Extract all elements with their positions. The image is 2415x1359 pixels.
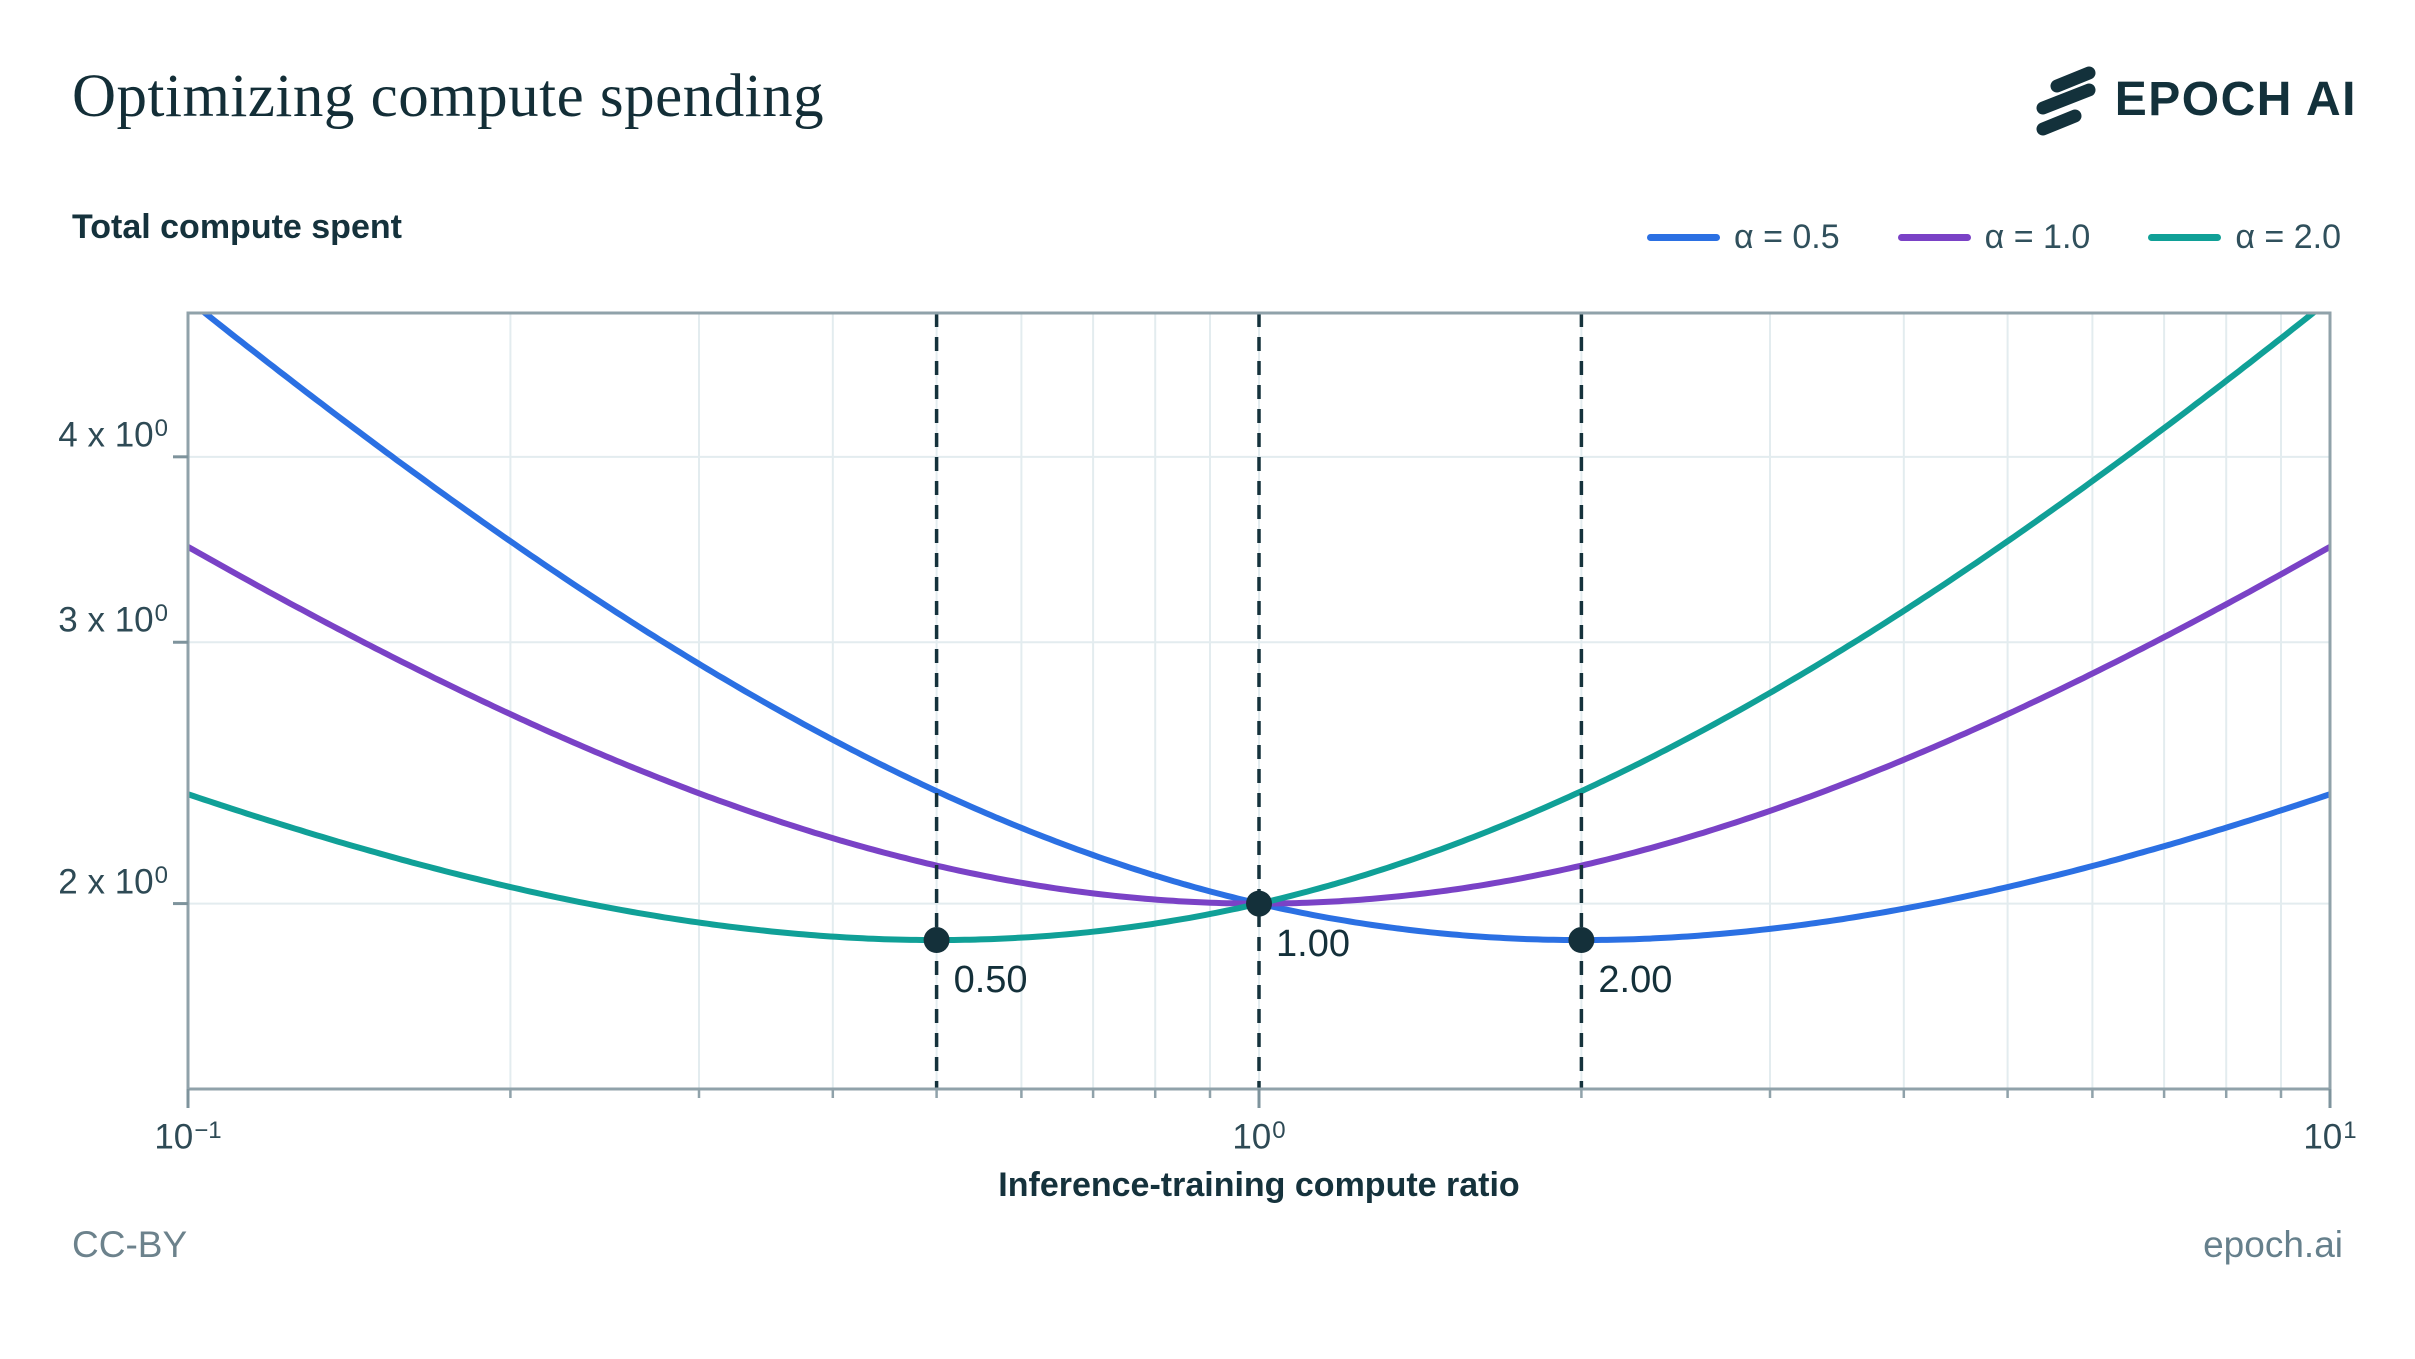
legend-label: α = 1.0 xyxy=(1984,217,2091,256)
x-tick-label: 10−1 xyxy=(154,1117,222,1157)
optimum-dot xyxy=(923,927,950,954)
y-tick-label: 3 x 100 xyxy=(58,600,168,640)
epoch-ai-logo-icon xyxy=(2036,66,2096,136)
legend-item-alpha-0-5: α = 0.5 xyxy=(1646,217,1840,257)
legend-label: α = 2.0 xyxy=(2235,217,2341,256)
legend-swatch-purple xyxy=(1897,233,1971,241)
license-label: CC-BY xyxy=(72,1224,188,1265)
x-axis-title: Inference-training compute ratio xyxy=(998,1166,1520,1204)
epoch-ai-brand: EPOCH AI xyxy=(2035,58,2357,140)
chart-title: Optimizing compute spending xyxy=(72,63,825,130)
optimum-label: 2.00 xyxy=(1598,959,1673,1002)
legend-item-alpha-1-0: α = 1.0 xyxy=(1897,217,2091,257)
legend-label: α = 0.5 xyxy=(1733,217,1840,256)
x-tick-label: 100 xyxy=(1232,1117,1286,1157)
legend-item-alpha-2-0: α = 2.0 xyxy=(2148,218,2341,257)
legend-swatch-blue xyxy=(1646,233,1720,241)
legend-swatch-teal xyxy=(2148,233,2222,241)
y-axis-panel-label: Total compute spent xyxy=(72,208,402,246)
optimum-dot xyxy=(1246,890,1272,917)
optimum-label: 0.50 xyxy=(953,959,1028,1002)
x-tick-label: 101 xyxy=(2303,1117,2357,1157)
y-tick-label: 2 x 100 xyxy=(58,861,168,902)
y-tick-label: 4 x 100 xyxy=(58,414,168,455)
website-label: epoch.ai xyxy=(2203,1224,2343,1265)
epoch-ai-wordmark: EPOCH AI xyxy=(2114,72,2357,126)
optimum-dot xyxy=(1568,927,1595,954)
legend: α = 0.5 α = 1.0 α = 2.0 xyxy=(1646,216,2341,258)
optimum-label: 1.00 xyxy=(1276,922,1350,965)
